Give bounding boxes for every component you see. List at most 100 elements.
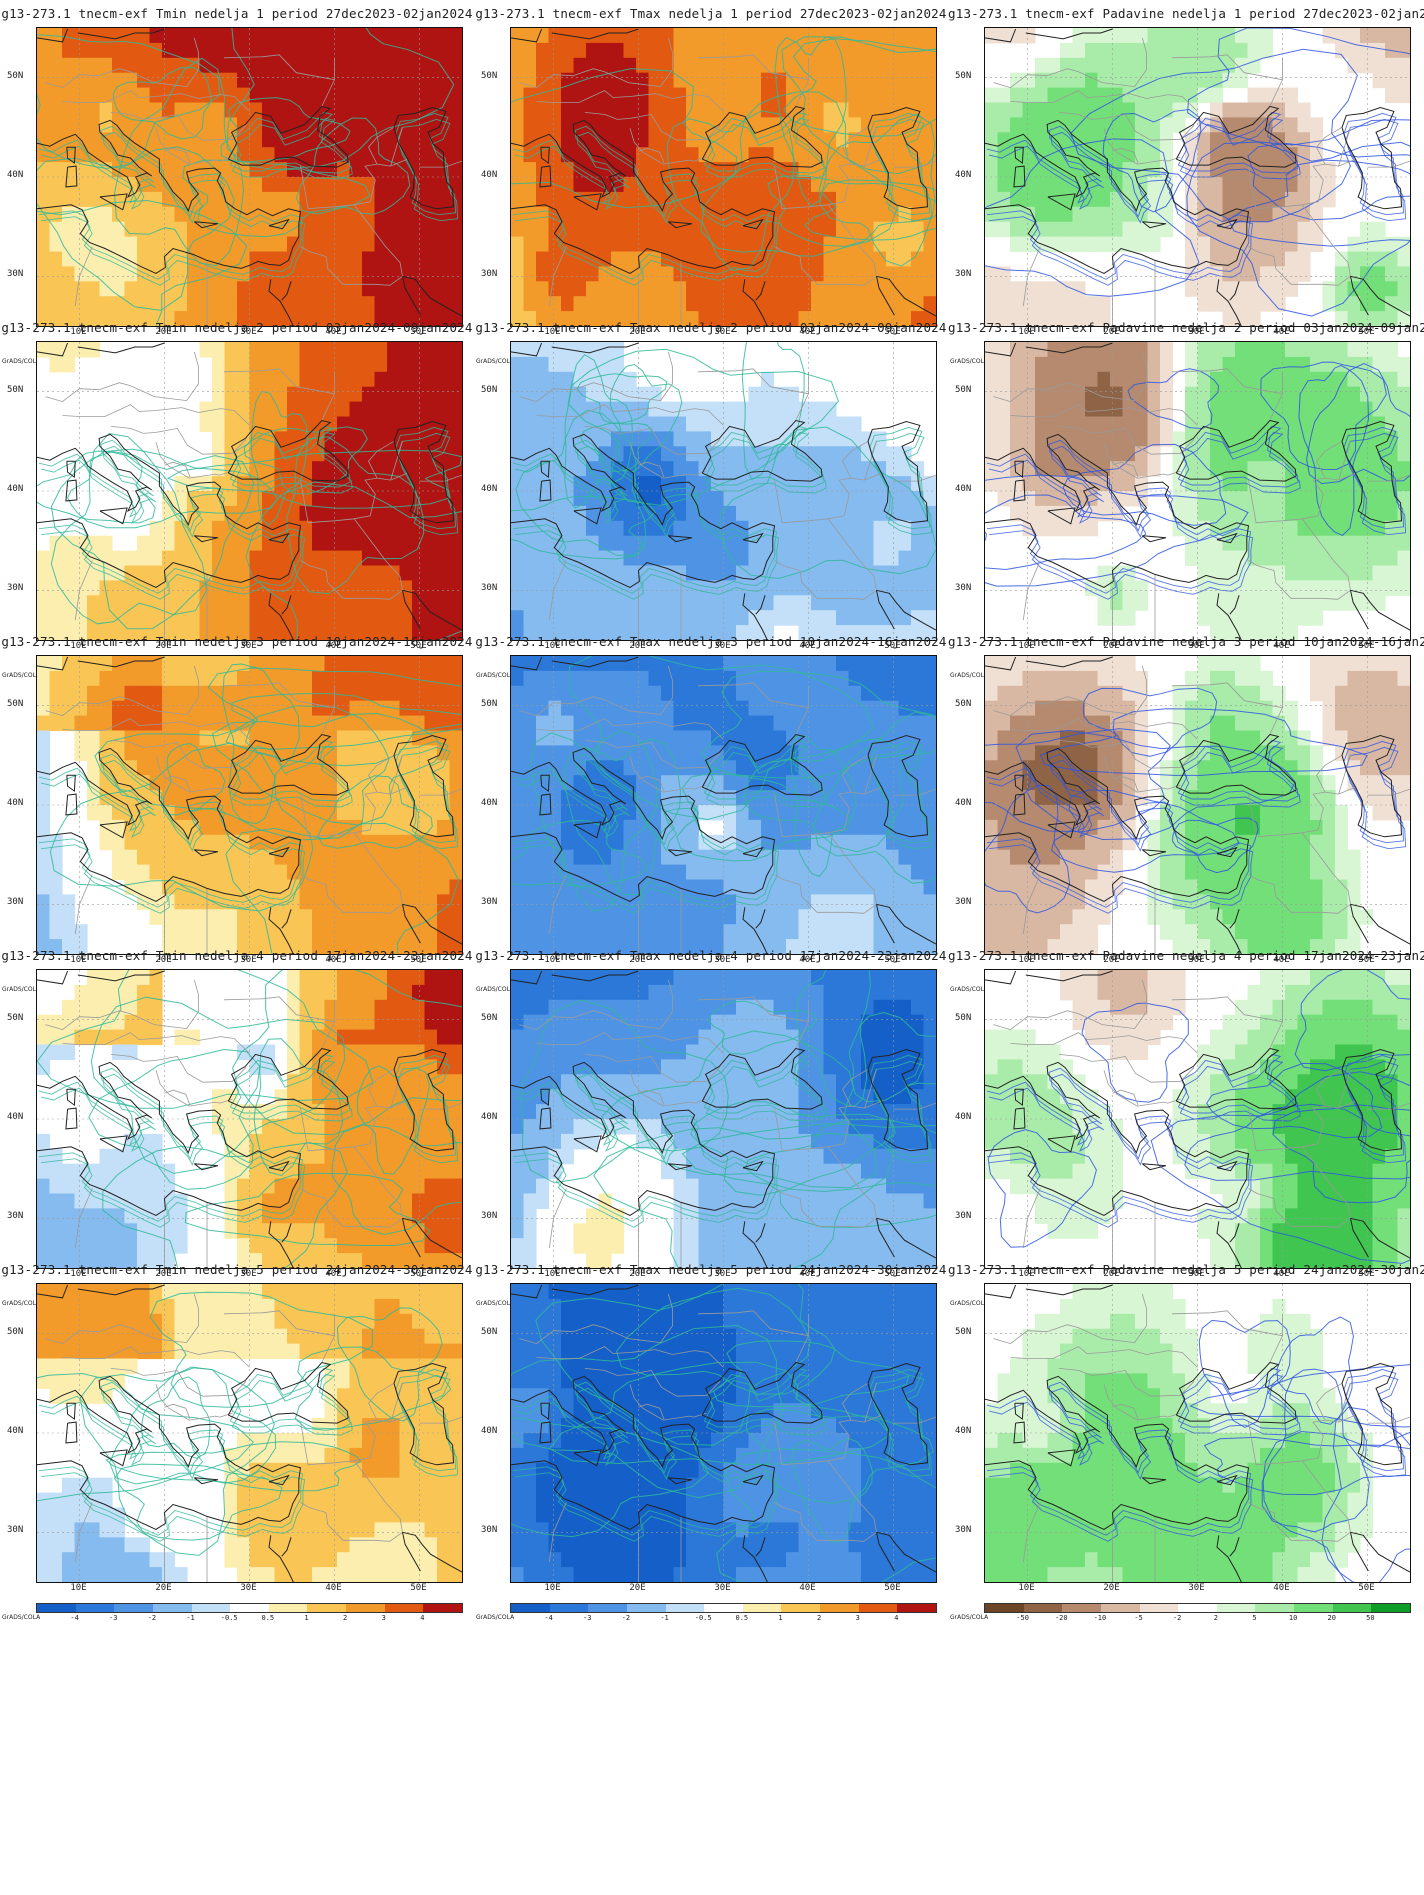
lon-tick-label: 50E — [884, 1583, 901, 1593]
lat-tick-label: 50N — [7, 1012, 24, 1023]
lat-tick-label: 30N — [955, 583, 972, 594]
lon-tick-label: 20E — [155, 1269, 172, 1279]
color-bar-label: -2 — [1172, 1614, 1182, 1622]
grads-credit: GrADS/COLA — [2, 358, 41, 365]
lon-tick-label: 20E — [629, 955, 646, 965]
color-bar-label: 50 — [1366, 1614, 1375, 1622]
country-borders — [993, 665, 1410, 954]
lon-tick-label: 30E — [240, 1269, 257, 1279]
grads-credit: GrADS/COLA — [476, 1300, 515, 1307]
country-borders — [519, 665, 936, 954]
lat-tick-label: 40N — [7, 1112, 24, 1122]
map-gridlines — [37, 970, 462, 1268]
anomaly-map — [984, 655, 1411, 955]
country-borders — [993, 1293, 1410, 1582]
color-bar-label: -2 — [621, 1614, 631, 1622]
lat-tick-label: 40N — [955, 1426, 972, 1436]
color-bar-label: -3 — [109, 1614, 118, 1622]
country-borders — [519, 351, 936, 640]
country-borders — [45, 351, 462, 640]
lon-tick-label: 20E — [155, 327, 172, 337]
coastlines — [985, 342, 1410, 640]
lat-tick-label: 50N — [7, 70, 24, 81]
country-borders — [993, 37, 1410, 326]
lon-tick-label: 50E — [884, 327, 901, 337]
lon-tick-label: 20E — [1103, 1269, 1120, 1279]
panel-title: g13-273.1 tnecm-exf Tmin nedelja 1 perio… — [1, 6, 473, 21]
lon-tick-label: 30E — [714, 1269, 731, 1279]
lon-tick-label: 30E — [1188, 1269, 1205, 1279]
lon-tick-label: 30E — [714, 327, 731, 337]
country-borders — [519, 37, 936, 326]
color-bar-swatch — [1332, 1604, 1372, 1612]
lon-tick-label: 10E — [70, 327, 87, 337]
lat-tick-label: 30N — [7, 1525, 24, 1536]
map-gridlines — [37, 28, 462, 326]
lon-tick-label: 20E — [155, 955, 172, 965]
lat-tick-label: 30N — [7, 583, 24, 594]
map-canvas — [37, 1284, 462, 1582]
lon-tick-label: 30E — [714, 641, 731, 651]
grads-credit: GrADS/COLA — [950, 672, 989, 679]
lon-tick-label: 40E — [799, 327, 816, 337]
lon-tick-label: 20E — [629, 1583, 646, 1593]
coastlines — [37, 656, 462, 954]
lat-tick-label: 40N — [955, 484, 972, 494]
lat-tick-label: 40N — [7, 170, 24, 180]
map-canvas — [985, 342, 1410, 640]
color-bar-label: -4 — [544, 1614, 553, 1622]
panel-title: g13-273.1 tnecm-exf Tmax nedelja 5 perio… — [475, 1262, 947, 1277]
map-panel-tmax-week-3: g13-273.1 tnecm-exf Tmax nedelja 3 perio… — [474, 628, 948, 1007]
coastlines — [985, 28, 1410, 326]
color-bar-swatch — [511, 1604, 550, 1612]
grads-credit: GrADS/COLA — [476, 986, 515, 993]
color-bar-label: 3 — [855, 1614, 860, 1622]
map-canvas — [37, 28, 462, 326]
panel-title: g13-273.1 tnecm-exf Padavine nedelja 4 p… — [948, 948, 1424, 963]
color-bar-label: -1 — [660, 1614, 669, 1622]
map-panel-tmax-week-5: g13-273.1 tnecm-exf Tmax nedelja 5 perio… — [474, 1256, 948, 1635]
panel-title: g13-273.1 tnecm-exf Tmax nedelja 4 perio… — [475, 948, 947, 963]
contour-lines — [37, 970, 462, 1268]
lat-tick-label: 50N — [7, 384, 24, 395]
lon-tick-label: 50E — [1358, 1583, 1375, 1593]
anomaly-map — [510, 969, 937, 1269]
lat-tick-label: 40N — [481, 484, 498, 494]
contour-lines — [986, 970, 1410, 1264]
lat-tick-label: 40N — [955, 170, 972, 180]
contour-lines — [512, 970, 936, 1268]
color-bar-swatch — [704, 1604, 743, 1612]
color-bar-swatch — [384, 1604, 424, 1612]
color-bar-swatch — [549, 1604, 589, 1612]
lon-tick-label: 40E — [799, 955, 816, 965]
lat-tick-label: 30N — [481, 269, 498, 280]
lat-tick-label: 40N — [481, 1426, 498, 1436]
coastlines — [511, 1284, 936, 1582]
lat-tick-label: 30N — [481, 583, 498, 594]
lon-tick-label: 10E — [544, 327, 561, 337]
coastlines — [985, 656, 1410, 954]
contour-lines — [38, 663, 462, 954]
lon-tick-label: 40E — [325, 1269, 342, 1279]
color-bar-swatch — [307, 1604, 347, 1612]
anomaly-map — [984, 1283, 1411, 1583]
color-bar-label: -5 — [1134, 1614, 1143, 1622]
lon-tick-label: 30E — [240, 1583, 257, 1593]
lon-tick-label: 10E — [70, 1269, 87, 1279]
contour-lines — [511, 36, 936, 286]
lat-tick-label: 30N — [955, 897, 972, 908]
coastlines — [985, 1284, 1410, 1582]
lat-tick-label: 40N — [481, 1112, 498, 1122]
lon-tick-label: 20E — [1103, 955, 1120, 965]
lon-tick-label: 20E — [1103, 327, 1120, 337]
lat-tick-label: 50N — [481, 1326, 498, 1337]
coastlines — [37, 28, 462, 326]
lon-tick-label: 10E — [1018, 1269, 1035, 1279]
lon-tick-label: 10E — [70, 955, 87, 965]
country-borders — [45, 665, 462, 954]
color-bar-swatch — [1023, 1604, 1063, 1612]
map-gridlines — [511, 1284, 936, 1582]
contour-lines — [511, 656, 936, 914]
lon-tick-label: 40E — [1273, 955, 1290, 965]
grads-credit: GrADS/COLA — [476, 672, 515, 679]
